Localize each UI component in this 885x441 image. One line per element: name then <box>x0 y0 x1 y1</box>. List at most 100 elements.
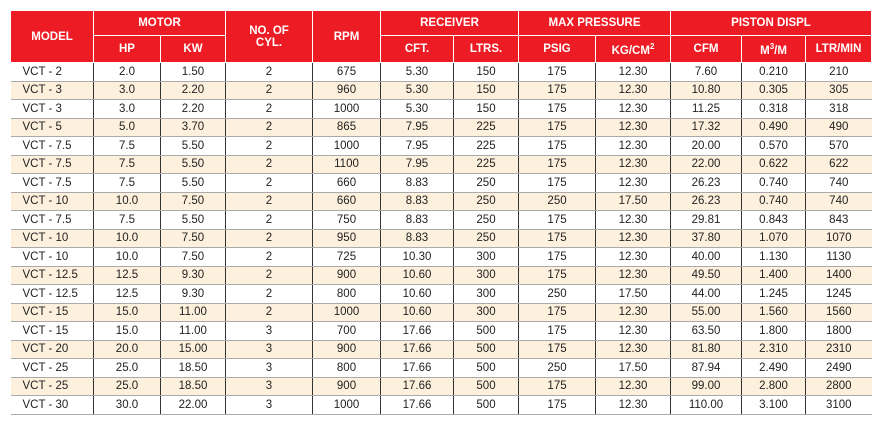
cell-rpm: 675 <box>312 62 381 82</box>
table-row: VCT - 7.5 7.5 5.50 2 750 8.83 250 175 12.30 29.81… <box>10 210 872 230</box>
cell-hp: 10.0 <box>93 192 161 211</box>
cell-cylinders: 3 <box>225 340 313 359</box>
cell-cfm: 63.50 <box>670 321 742 341</box>
cell-cft: 5.30 <box>380 62 454 82</box>
header-kgcm2: KG/CM2 <box>595 35 672 63</box>
cell-m3m: 0.622 <box>741 155 806 174</box>
cell-cft: 8.83 <box>380 229 454 248</box>
cell-ltrs: 225 <box>452 118 519 137</box>
cell-rpm: 750 <box>312 210 381 230</box>
cell-rpm: 900 <box>312 266 381 285</box>
cell-ltrs: 250 <box>452 192 519 211</box>
table-row: VCT - 30 30.0 22.00 3 1000 17.66 500 175 12.30 11… <box>10 395 872 415</box>
cell-m3m: 1.245 <box>741 284 806 304</box>
cell-cylinders: 3 <box>225 358 313 378</box>
cell-psig: 175 <box>518 81 596 100</box>
cell-hp: 30.0 <box>93 395 161 415</box>
cell-m3m: 0.210 <box>741 62 806 82</box>
cell-cfm: 40.00 <box>670 247 742 267</box>
cell-cylinders: 3 <box>225 377 313 396</box>
cell-m3m: 0.490 <box>741 118 806 137</box>
cell-m3m: 0.740 <box>741 192 806 211</box>
cell-kgcm2: 12.30 <box>595 173 671 193</box>
cell-cfm: 110.00 <box>670 395 742 415</box>
table-row: VCT - 12.5 12.5 9.30 2 800 10.60 300 250 17.50 44… <box>10 284 872 304</box>
cell-model: VCT - 10 <box>10 192 94 211</box>
cell-kgcm2: 12.30 <box>595 377 671 396</box>
cell-ltr-min: 2490 <box>805 358 872 378</box>
cell-cft: 17.66 <box>380 321 454 341</box>
cell-model: VCT - 5 <box>10 118 94 137</box>
cell-ltr-min: 1800 <box>805 321 872 341</box>
cell-ltr-min: 305 <box>805 81 872 100</box>
cell-kw: 7.50 <box>160 247 226 267</box>
cell-model: VCT - 7.5 <box>10 210 94 230</box>
cell-rpm: 950 <box>312 229 381 248</box>
cell-cfm: 26.23 <box>670 173 742 193</box>
cell-cylinders: 2 <box>225 136 313 156</box>
cell-rpm: 865 <box>312 118 381 137</box>
cell-hp: 12.5 <box>93 266 161 285</box>
table-row: VCT - 20 20.0 15.00 3 900 17.66 500 175 12.30 81.… <box>10 340 872 359</box>
table-row: VCT - 25 25.0 18.50 3 800 17.66 500 250 17.50 87.… <box>10 358 872 378</box>
header-ltr-min: LTR/MIN <box>805 35 873 63</box>
cell-hp: 15.0 <box>93 321 161 341</box>
cell-cfm: 22.00 <box>670 155 742 174</box>
header-cfm: CFM <box>670 35 743 63</box>
cell-kw: 5.50 <box>160 210 226 230</box>
cell-ltr-min: 740 <box>805 192 872 211</box>
cell-psig: 175 <box>518 210 596 230</box>
cell-kgcm2: 12.30 <box>595 136 671 156</box>
cell-hp: 3.0 <box>93 81 161 100</box>
header-max-pressure: MAX PRESSURE <box>518 10 672 36</box>
cell-cft: 17.66 <box>380 377 454 396</box>
cell-rpm: 700 <box>312 321 381 341</box>
cell-kw: 1.50 <box>160 62 226 82</box>
cell-ltr-min: 3100 <box>805 395 872 415</box>
cell-psig: 175 <box>518 99 596 119</box>
header-hp: HP <box>93 35 161 63</box>
table-row: VCT - 10 10.0 7.50 2 725 10.30 300 175 12.30 40.0… <box>10 247 872 267</box>
cell-m3m: 2.310 <box>741 340 806 359</box>
cell-rpm: 900 <box>312 377 381 396</box>
cell-model: VCT - 2 <box>10 62 94 82</box>
table-row: VCT - 25 25.0 18.50 3 900 17.66 500 175 12.30 99.… <box>10 377 872 396</box>
cell-ltr-min: 1560 <box>805 303 872 322</box>
cell-cft: 8.83 <box>380 173 454 193</box>
cell-kw: 2.20 <box>160 99 226 119</box>
cell-psig: 175 <box>518 229 596 248</box>
cell-cylinders: 3 <box>225 395 313 415</box>
table-row: VCT - 12.5 12.5 9.30 2 900 10.60 300 175 12.30 49… <box>10 266 872 285</box>
cell-model: VCT - 7.5 <box>10 136 94 156</box>
cell-cft: 17.66 <box>380 340 454 359</box>
cell-cylinders: 2 <box>225 266 313 285</box>
cell-hp: 25.0 <box>93 377 161 396</box>
table-row: VCT - 15 15.0 11.00 3 700 17.66 500 175 12.30 63.… <box>10 321 872 341</box>
cell-model: VCT - 3 <box>10 81 94 100</box>
cell-kgcm2: 12.30 <box>595 155 671 174</box>
cell-model: VCT - 10 <box>10 247 94 267</box>
header-psig: PSIG <box>518 35 597 63</box>
cell-ltrs: 300 <box>452 303 519 322</box>
cell-kw: 7.50 <box>160 229 226 248</box>
cell-hp: 20.0 <box>93 340 161 359</box>
table-row: VCT - 2 2.0 1.50 2 675 5.30 150 175 12.30 7.60 0.2… <box>10 62 872 82</box>
cell-kw: 5.50 <box>160 155 226 174</box>
cell-m3m: 0.305 <box>741 81 806 100</box>
cell-psig: 250 <box>518 284 596 304</box>
cell-ltrs: 500 <box>452 321 519 341</box>
cell-kgcm2: 12.30 <box>595 81 671 100</box>
cell-m3m: 1.560 <box>741 303 806 322</box>
cell-rpm: 960 <box>312 81 381 100</box>
cell-kgcm2: 12.30 <box>595 118 671 137</box>
cell-cylinders: 2 <box>225 62 313 82</box>
cell-m3m: 1.800 <box>741 321 806 341</box>
cell-kgcm2: 12.30 <box>595 303 671 322</box>
cell-ltr-min: 210 <box>805 62 872 82</box>
cell-rpm: 1000 <box>312 99 381 119</box>
cell-ltrs: 300 <box>452 284 519 304</box>
table-row: VCT - 5 5.0 3.70 2 865 7.95 225 175 12.30 17.32 0.… <box>10 118 872 137</box>
cell-psig: 175 <box>518 247 596 267</box>
cell-cylinders: 2 <box>225 284 313 304</box>
cell-psig: 175 <box>518 136 596 156</box>
